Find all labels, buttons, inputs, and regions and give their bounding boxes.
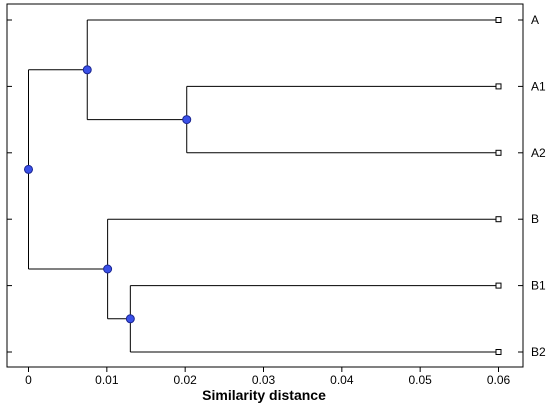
leaf-marker [495, 349, 502, 355]
leaf-label: A2 [531, 146, 546, 160]
x-tick-label: 0.01 [95, 373, 119, 387]
leaf-marker [495, 282, 502, 289]
x-tick-label: 0.06 [487, 373, 511, 387]
dendrogram-branches [28, 19, 499, 353]
leaf-label: B [531, 212, 539, 226]
plot-frame [6, 3, 524, 368]
merge-nodes [24, 65, 192, 324]
bottom-axis-ticks [28, 367, 499, 372]
leaf-label: B1 [531, 279, 546, 293]
merge-node [125, 314, 135, 324]
merge-node [182, 115, 192, 125]
leaf-marker [495, 216, 502, 223]
x-axis-title: Similarity distance [202, 387, 326, 403]
leaf-labels: A A1 A2 B B1 B2 [531, 13, 546, 359]
x-tick-label: 0.05 [408, 373, 432, 387]
x-tick-labels: 0 0.01 0.02 0.03 0.04 0.05 0.06 [25, 373, 510, 387]
leaf-label: A [531, 13, 539, 27]
leaf-marker [495, 149, 502, 156]
merge-node [24, 164, 33, 174]
leaf-markers [495, 17, 502, 355]
left-axis-ticks [7, 19, 12, 353]
merge-node [82, 65, 92, 75]
x-tick-label: 0.03 [252, 373, 276, 387]
leaf-label: B2 [531, 345, 546, 359]
leaf-label: A1 [531, 79, 546, 93]
merge-node [103, 264, 113, 274]
leaf-marker [495, 17, 502, 23]
x-tick-label: 0.02 [173, 373, 197, 387]
right-axis-ticks [518, 19, 523, 353]
x-tick-label: 0.04 [330, 373, 354, 387]
x-tick-label: 0 [25, 373, 32, 387]
leaf-marker [495, 83, 502, 90]
